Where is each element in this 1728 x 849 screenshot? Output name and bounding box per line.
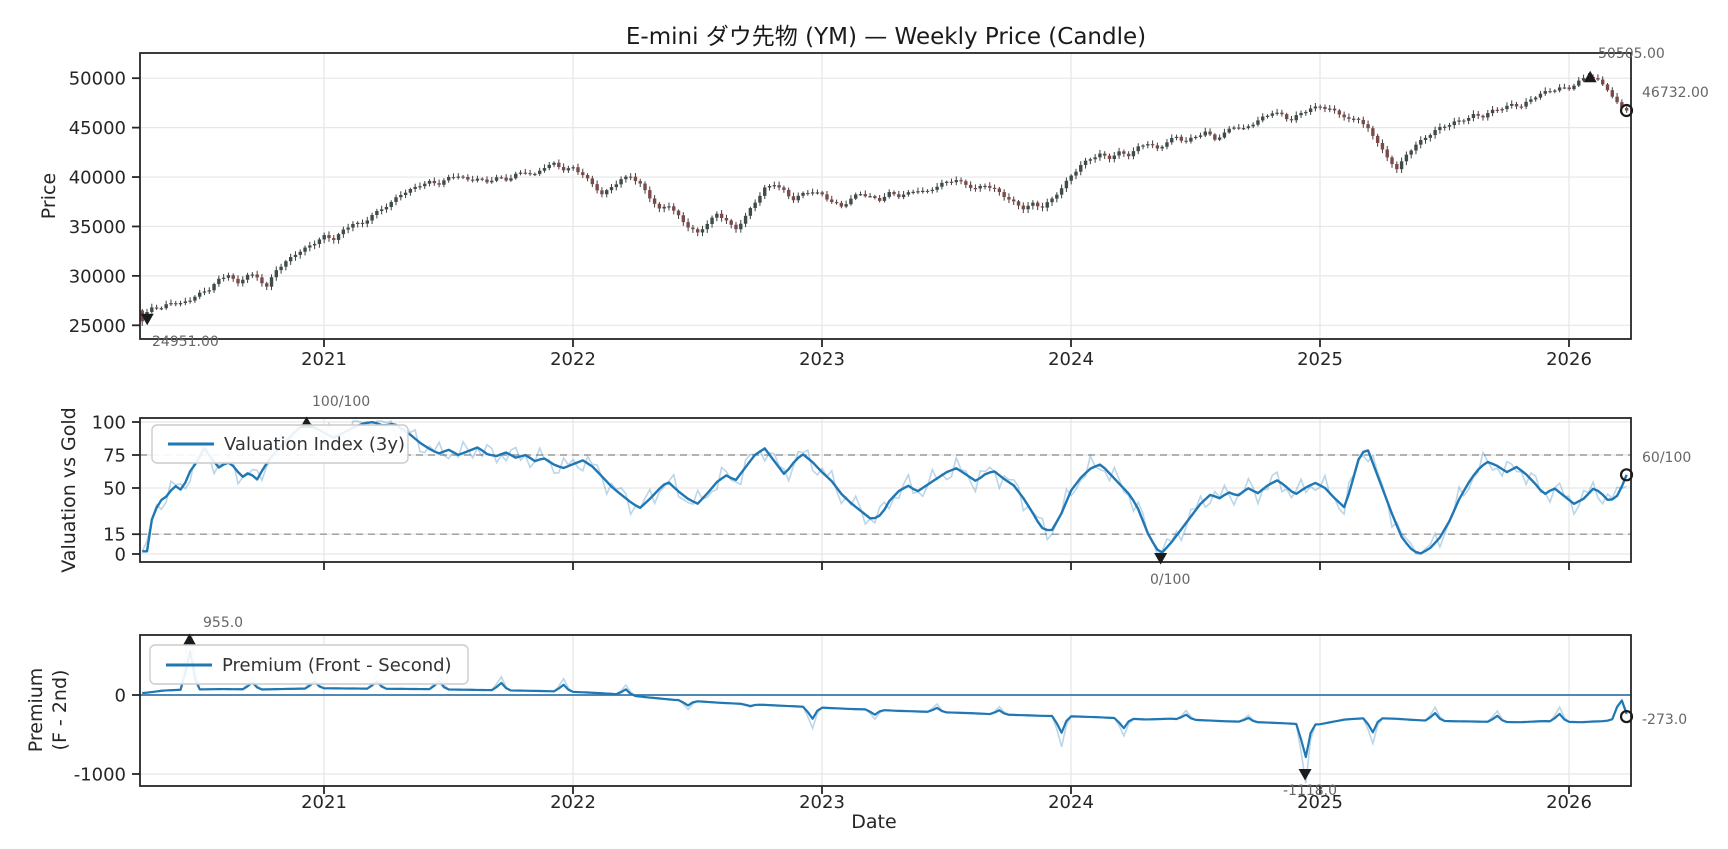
last-value-circle-marker: [1619, 103, 1634, 118]
tick-label: 15: [103, 525, 126, 546]
tick-label: 30000: [69, 266, 126, 287]
panel-spines: [139, 52, 1632, 787]
tick-label: 0: [115, 545, 126, 566]
legend-valuation-label: Valuation Index (3y): [224, 434, 405, 455]
annotation-premium-max: 955.0: [203, 615, 243, 631]
triangle-down-marker: [1298, 769, 1312, 781]
annotation-valuation-last: 60/100: [1642, 450, 1691, 466]
triangle-down-marker: [140, 313, 154, 326]
premium-ylabel-line1: Premium: [25, 668, 47, 753]
chart-title: E-mini ダウ先物 (YM) — Weekly Price (Candle): [626, 24, 1146, 50]
axis-ticks: 2500030000350004000045000500000155075100…: [69, 69, 1592, 813]
render-layer: 2500030000350004000045000500000155075100…: [69, 52, 1634, 813]
tick-label: 2025: [1297, 349, 1343, 370]
tick-label: 2025: [1297, 792, 1343, 813]
premium-ylabel-line2: (F - 2nd): [49, 670, 71, 751]
tick-label: 100: [92, 413, 126, 434]
tick-label: 45000: [69, 118, 126, 139]
tick-label: 35000: [69, 217, 126, 238]
annotation-valuation-max: 100/100: [312, 394, 370, 410]
tick-label: 75: [103, 446, 126, 467]
tick-label: 0: [115, 686, 126, 707]
tick-label: 2024: [1048, 349, 1094, 370]
tick-label: -1000: [74, 765, 126, 786]
tick-label: 2022: [550, 792, 596, 813]
annotation-price-low: 24951.00: [152, 334, 219, 350]
grid-layer: [140, 53, 1631, 786]
valuation-thresholds: [140, 454, 1631, 535]
tick-label: 2021: [301, 349, 347, 370]
legend-premium-label: Premium (Front - Second): [222, 655, 452, 676]
premium-lines: [142, 635, 1628, 783]
tick-label: 2022: [550, 349, 596, 370]
tick-label: 40000: [69, 168, 126, 189]
annotation-premium-last: -273.0: [1642, 712, 1687, 728]
tick-label: 2024: [1048, 792, 1094, 813]
tick-label: 2026: [1546, 792, 1592, 813]
valuation-ylabel: Valuation vs Gold: [58, 407, 80, 572]
price-candles: [140, 73, 1629, 326]
annotation-price-last: 46732.00: [1642, 85, 1709, 101]
last-value-circle-marker: [1619, 709, 1634, 724]
triangle-down-marker: [1154, 553, 1168, 565]
annotation-premium-min: -1118.0: [1283, 783, 1337, 799]
legend-valuation: Valuation Index (3y): [151, 424, 409, 464]
triangle-up-marker: [1583, 70, 1597, 83]
price-ylabel: Price: [38, 173, 60, 219]
tick-label: 2026: [1546, 349, 1592, 370]
legend-premium: Premium (Front - Second): [149, 644, 469, 685]
tick-label: 25000: [69, 316, 126, 337]
tick-label: 50: [103, 479, 126, 500]
annotation-price-high: 50505.00: [1598, 46, 1665, 62]
tick-label: 2023: [799, 792, 845, 813]
annotation-valuation-min: 0/100: [1150, 572, 1190, 588]
xaxis-label: Date: [851, 811, 896, 833]
legend-premium-box: [149, 644, 469, 685]
legend-valuation-box: [151, 424, 409, 464]
tick-label: 2023: [799, 349, 845, 370]
last-value-circle-marker: [1619, 468, 1634, 482]
tick-label: 50000: [69, 69, 126, 90]
triangle-up-marker: [183, 633, 197, 645]
tick-label: 2021: [301, 792, 347, 813]
